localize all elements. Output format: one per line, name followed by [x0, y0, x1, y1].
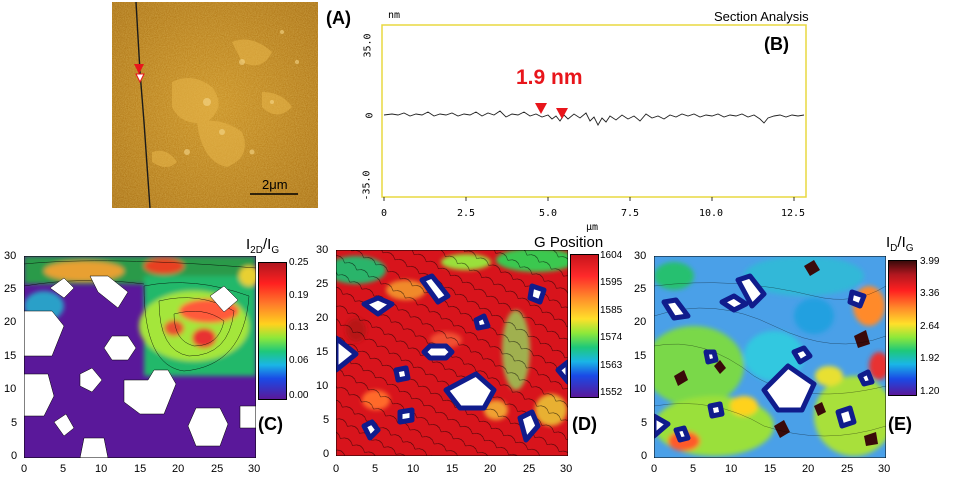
map-e-title: ID/IG [886, 234, 914, 254]
map-c-title: I2D/IG [246, 236, 280, 256]
colorbar-d-tick-0: 1604 [600, 250, 623, 261]
colorbar-c [258, 262, 287, 400]
panel-label-b: (B) [764, 34, 789, 54]
afm-marker-1 [134, 64, 144, 74]
colorbar-c-tick-4: 0.00 [289, 390, 309, 401]
map-e-x-axis: 0 5 10 15 20 25 30 [651, 463, 891, 475]
panel-label-a: (A) [326, 8, 351, 28]
section-x-tick-4: 10.0 [699, 208, 724, 219]
colorbar-d-tick-3: 1574 [600, 332, 623, 343]
section-x-tick-1: 2.5 [457, 208, 476, 219]
map-c [23, 255, 259, 459]
section-annotation-height: 1.9 nm [516, 66, 583, 89]
map-e-y-axis: 30 25 20 15 10 5 0 [634, 250, 648, 462]
section-analysis-title: Section Analysis [714, 9, 809, 24]
colorbar-d-tick-1: 1595 [600, 277, 623, 288]
panel-label-c: (C) [258, 414, 283, 434]
section-x-unit: μm [586, 222, 599, 233]
colorbar-c-tick-1: 0.19 [289, 290, 309, 301]
colorbar-e [888, 260, 917, 396]
map-d-x-axis: 0 5 10 15 20 25 30 [333, 463, 573, 475]
colorbar-e-tick-2: 2.64 [920, 321, 940, 332]
colorbar-d [570, 254, 599, 398]
section-cursor-1 [535, 103, 547, 114]
section-y-unit: nm [388, 10, 401, 21]
colorbar-e-tick-0: 3.99 [920, 256, 940, 267]
colorbar-d-tick-2: 1585 [600, 305, 623, 316]
section-y-tick-mid: 0 [364, 112, 376, 119]
colorbar-e-tick-4: 1.20 [920, 386, 940, 397]
map-e [644, 255, 894, 459]
afm-marker-2 [135, 73, 145, 84]
afm-image: 2μm [112, 1, 318, 209]
colorbar-c-tick-0: 0.25 [289, 257, 309, 268]
colorbar-e-tick-1: 3.36 [920, 288, 940, 299]
map-d-title: G Position [534, 234, 604, 251]
panel-label-d: (D) [572, 414, 597, 434]
map-c-y-axis: 30 25 20 15 10 5 0 [4, 250, 18, 462]
colorbar-d-tick-5: 1552 [600, 387, 623, 398]
section-profile-line [383, 110, 805, 126]
section-x-tick-3: 7.5 [621, 208, 640, 219]
section-x-tick-2: 5.0 [539, 208, 558, 219]
map-d [326, 248, 576, 457]
section-x-tick-0: 0 [381, 208, 388, 219]
colorbar-c-tick-2: 0.13 [289, 322, 309, 333]
map-c-x-axis: 0 5 10 15 20 25 30 [21, 463, 261, 475]
section-y-tick-top: 35.0 [362, 33, 374, 58]
colorbar-d-tick-4: 1563 [600, 360, 623, 371]
section-cursor-2 [556, 108, 568, 119]
afm-scale-bar-label: 2μm [262, 177, 288, 192]
panel-label-e: (E) [888, 414, 912, 434]
colorbar-e-tick-3: 1.92 [920, 353, 940, 364]
section-y-tick-bottom: -35.0 [361, 170, 373, 201]
section-x-tick-5: 12.5 [781, 208, 806, 219]
colorbar-c-tick-3: 0.06 [289, 355, 309, 366]
section-plot [378, 22, 810, 204]
map-d-y-axis: 30 25 20 15 10 5 0 [316, 244, 330, 460]
